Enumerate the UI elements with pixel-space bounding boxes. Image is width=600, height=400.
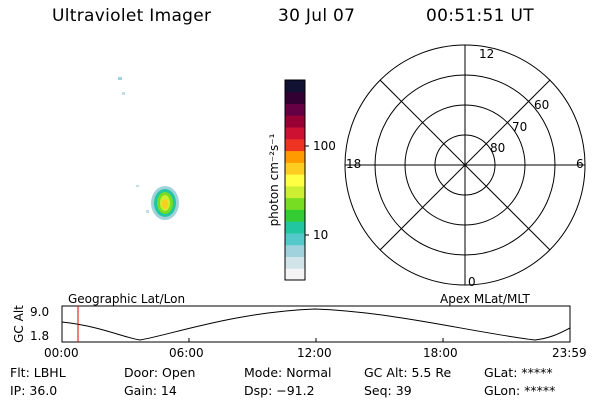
mode-info: Mode: Normal: [244, 365, 332, 380]
colorbar-band: [285, 197, 305, 210]
colorbar-band: [285, 256, 305, 269]
instrument-title: Ultraviolet Imager: [52, 6, 212, 26]
mlt-label-12: 12: [479, 47, 495, 61]
uv-image: [118, 77, 179, 220]
door-info: Door: Open: [124, 365, 196, 380]
lat-label-70: 70: [512, 120, 528, 134]
altitude-curve: [61, 308, 571, 341]
mlt-label-6: 6: [576, 157, 584, 171]
polar-grid: [344, 44, 586, 286]
speckle: [122, 92, 125, 95]
speckle: [118, 77, 122, 80]
alt-right-title: Apex MLat/MLT: [440, 292, 530, 306]
colorbar-tick-label: 10: [313, 228, 329, 242]
date-label: 30 Jul 07: [278, 6, 356, 26]
speckle: [146, 210, 149, 213]
gc-alt-info: GC Alt: 5.5 Re: [364, 365, 452, 380]
glon-info: GLon: *****: [484, 383, 556, 398]
colorbar-band: [285, 244, 305, 257]
colorbar-band: [285, 150, 305, 163]
alt-xticks: [188, 338, 444, 342]
colorbar-band: [285, 115, 305, 128]
alt-xtick-label: 23:59: [552, 346, 587, 360]
colorbar-band: [285, 80, 305, 93]
time-label: 00:51:51 UT: [426, 6, 534, 26]
filter-info: Flt: LBHL: [10, 365, 66, 380]
dsp-info: Dsp: −91.2: [244, 383, 315, 398]
speckle: [136, 185, 139, 187]
colorbar-band: [285, 138, 305, 152]
mlt-label-0: 0: [468, 275, 476, 289]
alt-xtick-label: 18:00: [423, 346, 458, 360]
colorbar-band: [285, 91, 305, 105]
colorbar: [285, 80, 305, 281]
alt-left-title: Geographic Lat/Lon: [68, 292, 186, 306]
colorbar-band: [285, 209, 305, 222]
colorbar-band: [285, 103, 305, 116]
colorbar-band: [285, 185, 305, 199]
colorbar-tick-label: 100: [313, 139, 336, 153]
colorbar-band: [285, 268, 305, 281]
colorbar-unit-label: photon cm⁻²s⁻¹: [267, 133, 281, 227]
colorbar-band: [285, 232, 305, 246]
seq-info: Seq: 39: [364, 383, 412, 398]
polar-diagonal: [379, 79, 551, 251]
alt-ylabel: GC Alt: [12, 305, 26, 343]
colorbar-band: [285, 162, 305, 175]
colorbar-band: [285, 127, 305, 140]
mlt-label-18: 18: [346, 157, 362, 171]
alt-ymax: 9.0: [30, 305, 50, 319]
colorbar-band: [285, 221, 305, 234]
colorbar-band: [285, 174, 305, 187]
colorbar-frame: [284, 79, 306, 281]
gain-info: Gain: 14: [124, 383, 177, 398]
lat-label-80: 80: [490, 141, 506, 155]
emission-core: [162, 199, 168, 209]
alt-xtick-label: 12:00: [297, 346, 332, 360]
alt-ymin: 1.8: [30, 329, 50, 343]
ip-info: IP: 36.0: [10, 383, 58, 398]
alt-xtick-label: 00:00: [44, 346, 79, 360]
alt-plot-frame: [61, 305, 571, 343]
lat-label-60: 60: [534, 98, 550, 112]
glat-info: GLat: *****: [484, 365, 553, 380]
alt-xtick-label: 06:00: [169, 346, 204, 360]
